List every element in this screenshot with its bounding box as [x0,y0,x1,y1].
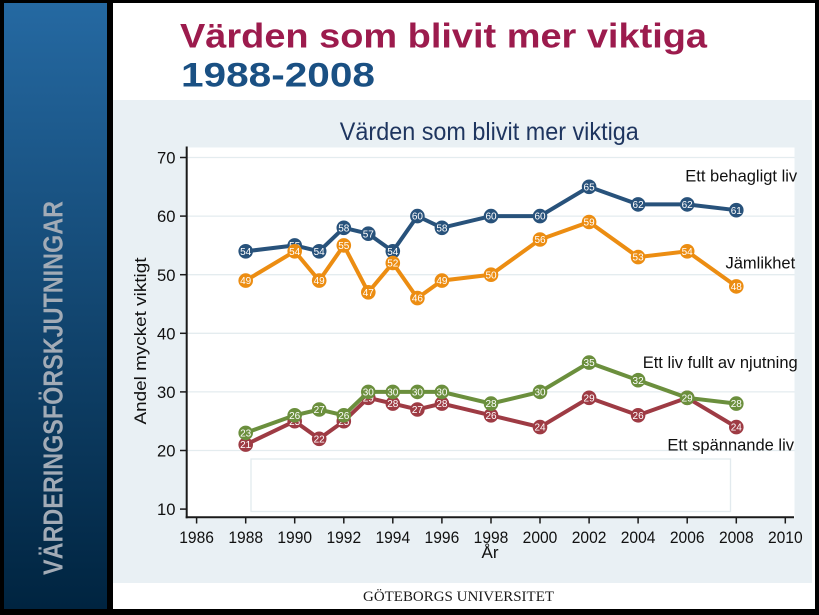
svg-text:24: 24 [534,423,546,434]
svg-text:54: 54 [240,247,252,258]
svg-text:50: 50 [157,266,176,285]
svg-text:28: 28 [387,399,399,410]
svg-text:62: 62 [682,200,694,211]
svg-text:26: 26 [338,411,350,422]
svg-text:10: 10 [157,500,176,519]
svg-text:62: 62 [633,200,645,211]
svg-text:60: 60 [534,212,546,223]
svg-text:26: 26 [633,411,645,422]
svg-text:52: 52 [387,259,399,270]
svg-text:55: 55 [338,241,350,252]
svg-text:56: 56 [534,235,546,246]
svg-text:VÄRDERINGSFÖRSKJUTNINGAR: VÄRDERINGSFÖRSKJUTNINGAR [38,201,69,575]
svg-text:1994: 1994 [375,528,410,547]
svg-text:54: 54 [387,247,399,258]
svg-text:30: 30 [157,383,176,402]
svg-text:Ett spännande liv: Ett spännande liv [667,437,794,455]
svg-text:60: 60 [412,212,424,223]
svg-text:27: 27 [314,405,326,416]
svg-text:1992: 1992 [326,528,361,547]
svg-text:58: 58 [338,223,350,234]
svg-text:60: 60 [157,207,176,226]
svg-text:40: 40 [157,324,176,343]
svg-text:Jämlikhet: Jämlikhet [725,255,795,273]
svg-text:47: 47 [363,288,375,299]
svg-text:GÖTEBORGS UNIVERSITET: GÖTEBORGS UNIVERSITET [363,588,554,605]
svg-text:28: 28 [731,399,743,410]
svg-text:1988-2008: 1988-2008 [181,56,375,94]
svg-text:30: 30 [387,388,399,399]
svg-text:60: 60 [485,212,497,223]
svg-text:30: 30 [436,388,448,399]
svg-text:Värden som blivit mer viktiga: Värden som blivit mer viktiga [340,118,639,146]
svg-text:24: 24 [731,423,743,434]
svg-text:2008: 2008 [719,528,754,547]
svg-text:26: 26 [485,411,497,422]
svg-text:58: 58 [436,223,448,234]
svg-text:57: 57 [363,229,375,240]
svg-text:28: 28 [485,399,497,410]
svg-text:Ett behagligt liv: Ett behagligt liv [685,167,798,185]
svg-text:48: 48 [731,282,743,293]
svg-text:27: 27 [412,405,424,416]
svg-text:2006: 2006 [670,528,705,547]
svg-text:22: 22 [314,434,326,445]
svg-text:65: 65 [584,182,596,193]
svg-text:54: 54 [682,247,694,258]
svg-text:54: 54 [314,247,326,258]
svg-text:2010: 2010 [768,528,803,547]
svg-text:23: 23 [240,429,252,440]
svg-text:61: 61 [731,206,743,217]
svg-text:30: 30 [363,388,375,399]
svg-text:1998: 1998 [474,528,509,547]
svg-text:30: 30 [534,388,546,399]
svg-text:20: 20 [157,442,176,461]
svg-text:Ett liv fullt av njutning: Ett liv fullt av njutning [643,354,798,372]
svg-text:30: 30 [412,388,424,399]
svg-text:26: 26 [289,411,301,422]
svg-text:59: 59 [584,218,596,229]
svg-text:50: 50 [485,270,497,281]
svg-text:1990: 1990 [277,528,312,547]
svg-text:28: 28 [436,399,448,410]
svg-text:70: 70 [157,149,176,168]
svg-text:1988: 1988 [228,528,263,547]
svg-text:32: 32 [633,376,645,387]
svg-text:År: År [482,543,499,562]
svg-text:53: 53 [633,253,645,264]
svg-text:Andel mycket viktigt: Andel mycket viktigt [131,257,150,424]
svg-text:1996: 1996 [425,528,460,547]
svg-text:2000: 2000 [523,528,558,547]
svg-text:49: 49 [436,276,448,287]
svg-text:Värden som blivit mer viktiga: Värden som blivit mer viktiga [180,18,708,56]
svg-text:2002: 2002 [572,528,607,547]
svg-text:35: 35 [584,358,596,369]
svg-text:49: 49 [314,276,326,287]
svg-text:21: 21 [240,440,252,451]
svg-text:29: 29 [682,393,694,404]
svg-text:54: 54 [289,247,301,258]
svg-text:46: 46 [412,294,424,305]
svg-text:2004: 2004 [621,528,656,547]
svg-text:1986: 1986 [179,528,214,547]
svg-text:49: 49 [240,276,252,287]
svg-text:29: 29 [584,393,596,404]
